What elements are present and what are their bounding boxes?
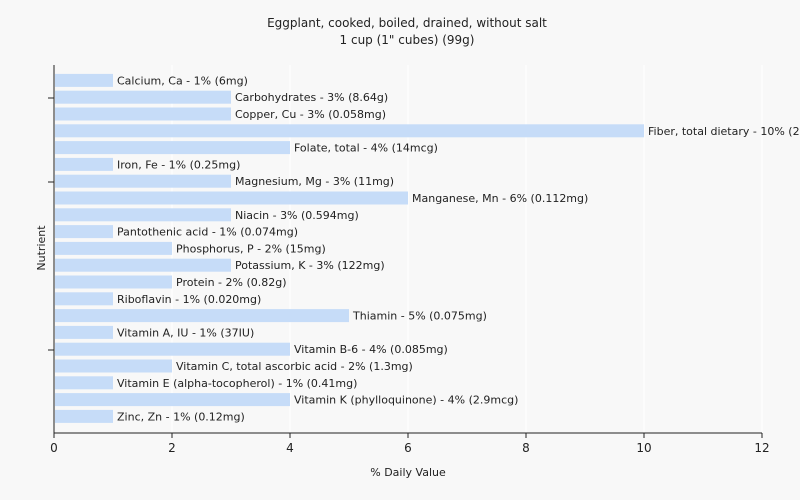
bar-label: Magnesium, Mg - 3% (11mg) — [235, 175, 394, 188]
bar — [55, 241, 172, 255]
bar — [55, 124, 644, 138]
bar-label: Vitamin A, IU - 1% (37IU) — [117, 326, 254, 339]
bar-label: Calcium, Ca - 1% (6mg) — [117, 74, 248, 87]
bar-label: Riboflavin - 1% (0.020mg) — [117, 293, 261, 306]
bar-label: Copper, Cu - 3% (0.058mg) — [235, 108, 386, 121]
bar-labels: Calcium, Ca - 1% (6mg) Carbohydrates - 3%… — [117, 74, 800, 423]
bar — [55, 107, 231, 121]
bar — [55, 292, 113, 306]
x-axis-label: % Daily Value — [370, 466, 446, 479]
bar-label: Zinc, Zn - 1% (0.12mg) — [117, 410, 245, 423]
bar-label: Vitamin C, total ascorbic acid - 2% (1.3… — [176, 360, 413, 373]
bar — [55, 141, 290, 155]
bar — [55, 325, 113, 339]
bar-label: Niacin - 3% (0.594mg) — [235, 209, 359, 222]
bar-label: Iron, Fe - 1% (0.25mg) — [117, 158, 240, 171]
bar — [55, 409, 113, 423]
bar — [55, 191, 408, 205]
bar — [55, 376, 113, 390]
bar — [55, 342, 290, 356]
bar — [55, 174, 231, 188]
x-tick-label: 4 — [286, 441, 294, 455]
bar-label: Protein - 2% (0.82g) — [176, 276, 287, 289]
x-tick-label: 10 — [636, 441, 651, 455]
bar-label: Thiamin - 5% (0.075mg) — [352, 310, 487, 323]
bar — [55, 309, 349, 323]
bar — [55, 73, 113, 87]
x-tick-label: 2 — [168, 441, 176, 455]
chart-subtitle: 1 cup (1" cubes) (99g) — [340, 33, 475, 47]
bar-label: Pantothenic acid - 1% (0.074mg) — [117, 226, 298, 239]
bar — [55, 225, 113, 239]
axes: 0 2 4 6 8 10 12 — [48, 65, 770, 455]
x-tick-label: 12 — [754, 441, 769, 455]
bar — [55, 208, 231, 222]
bar-label: Potassium, K - 3% (122mg) — [235, 259, 385, 272]
bar-label: Manganese, Mn - 6% (0.112mg) — [412, 192, 588, 205]
bar — [55, 275, 172, 289]
x-tick-label: 8 — [522, 441, 530, 455]
bar — [55, 258, 231, 272]
bar-label: Fiber, total dietary - 10% (2.5g) — [648, 125, 800, 138]
bar-label: Folate, total - 4% (14mcg) — [294, 142, 438, 155]
bar — [55, 157, 113, 171]
bar-label: Vitamin K (phylloquinone) - 4% (2.9mcg) — [294, 394, 518, 407]
bar — [55, 359, 172, 373]
bar — [55, 393, 290, 407]
x-tick-label: 0 — [50, 441, 58, 455]
y-axis-label: Nutrient — [35, 225, 48, 271]
bar — [55, 90, 231, 104]
chart-title: Eggplant, cooked, boiled, drained, witho… — [267, 16, 547, 30]
bar-label: Carbohydrates - 3% (8.64g) — [235, 91, 388, 104]
bars — [55, 73, 644, 423]
bar-label: Vitamin B-6 - 4% (0.085mg) — [294, 343, 448, 356]
x-tick-label: 6 — [404, 441, 412, 455]
bar-label: Vitamin E (alpha-tocopherol) - 1% (0.41m… — [117, 377, 357, 390]
bar-label: Phosphorus, P - 2% (15mg) — [176, 242, 326, 255]
